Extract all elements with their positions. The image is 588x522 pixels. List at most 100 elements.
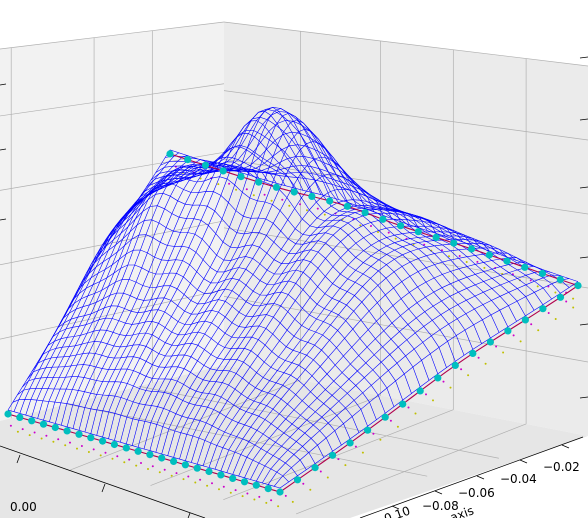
boundary-marker <box>193 464 201 472</box>
dot-yellow <box>361 451 364 454</box>
wireframe-line <box>79 219 412 394</box>
dot-magenta <box>228 182 231 185</box>
dot-yellow <box>99 454 102 457</box>
wireframe-line <box>107 144 465 356</box>
boundary-marker <box>110 440 118 449</box>
dot-yellow <box>253 498 256 501</box>
dot-yellow <box>572 306 575 309</box>
dot-yellow <box>377 231 379 233</box>
dot-magenta <box>104 451 107 454</box>
dot-yellow <box>379 438 382 441</box>
boundary-marker <box>451 361 459 369</box>
boundary-marker <box>308 192 316 200</box>
boundary-marker <box>414 228 422 236</box>
wireframe-line <box>131 111 509 328</box>
boundary-line <box>7 153 580 493</box>
dot-magenta <box>354 445 357 448</box>
boundary-marker <box>272 183 280 191</box>
dot-magenta <box>128 458 131 461</box>
y-tick-label: 0.10 <box>382 504 412 518</box>
boundary-marker <box>503 257 511 265</box>
dot-magenta <box>33 431 36 434</box>
boundary-marker <box>329 451 337 459</box>
boundary-marker <box>432 233 440 241</box>
wireframe-line <box>126 106 500 333</box>
dot-yellow <box>16 430 19 433</box>
dot-magenta <box>302 482 305 485</box>
y-tick <box>434 490 443 495</box>
boundary-marker <box>229 474 237 482</box>
dot-magenta <box>316 207 319 210</box>
wireframe-line <box>74 234 403 401</box>
dot-yellow <box>291 500 294 503</box>
dot-yellow <box>182 478 185 481</box>
dot-magenta <box>529 279 532 282</box>
boundary-marker <box>538 269 547 278</box>
boundary-marker <box>16 413 24 421</box>
x-tick-label: 0.00 <box>10 500 37 514</box>
wireframe-line <box>36 341 333 452</box>
dot-magenta <box>337 458 340 461</box>
wireframe-line <box>169 149 579 282</box>
wireframe-line <box>160 160 561 294</box>
dot-magenta <box>140 462 142 464</box>
boundary-marker <box>276 488 284 496</box>
dot-yellow <box>158 471 161 474</box>
dot-magenta <box>372 432 375 435</box>
dot-magenta <box>80 445 83 447</box>
dot-magenta <box>495 345 498 348</box>
dot-magenta <box>116 455 119 458</box>
x-ticks <box>16 454 191 518</box>
dot-magenta <box>387 231 390 234</box>
boundary-marker <box>346 439 354 447</box>
y-ticks <box>391 444 570 510</box>
gridline <box>223 296 588 363</box>
dot-magenta <box>270 499 273 502</box>
dot-yellow <box>306 209 308 212</box>
y-tick-label: −0.02 <box>543 460 580 474</box>
dot-magenta <box>423 243 426 246</box>
gridline <box>223 21 588 67</box>
boundary-marker <box>201 161 210 169</box>
dot-yellow <box>396 425 399 428</box>
boundary-marker <box>539 305 547 313</box>
boundary-marker <box>237 173 245 181</box>
boundary-marker <box>311 464 319 472</box>
dot-yellow <box>326 476 329 479</box>
dot-magenta <box>21 428 24 431</box>
dot-yellow <box>536 285 539 288</box>
wireframe-line <box>31 352 325 458</box>
boundary-marker <box>290 188 298 196</box>
boundary-marker <box>158 454 166 462</box>
boundary-marker <box>240 478 249 486</box>
dot-magenta <box>319 470 322 473</box>
dot-magenta <box>222 485 225 488</box>
boundary-markers <box>4 150 582 496</box>
left-pane <box>0 22 224 421</box>
boundary-marker <box>521 263 529 271</box>
wireframe-line <box>17 388 298 476</box>
dot-magenta <box>512 334 515 337</box>
boundary-marker <box>39 420 48 428</box>
boundary-marker <box>219 167 227 175</box>
floor-pane <box>0 365 588 518</box>
y-tick-label: −0.06 <box>458 486 495 500</box>
dot-magenta <box>281 198 284 201</box>
dot-magenta <box>370 225 372 227</box>
wireframe-line <box>60 279 377 420</box>
boundary-marker <box>99 437 107 445</box>
dot-magenta <box>407 406 410 409</box>
boundary-marker <box>486 338 494 346</box>
gridline <box>223 409 454 501</box>
dot-yellow <box>170 474 173 477</box>
x-tick <box>101 483 106 493</box>
dot-yellow <box>135 464 138 467</box>
boundary-path <box>7 153 580 493</box>
dot-yellow <box>449 386 452 389</box>
wireframe-line <box>12 399 290 483</box>
wireframe-line <box>165 155 570 288</box>
dot-magenta <box>442 380 445 383</box>
dot-magenta <box>284 494 287 497</box>
boundary-marker <box>434 374 442 382</box>
